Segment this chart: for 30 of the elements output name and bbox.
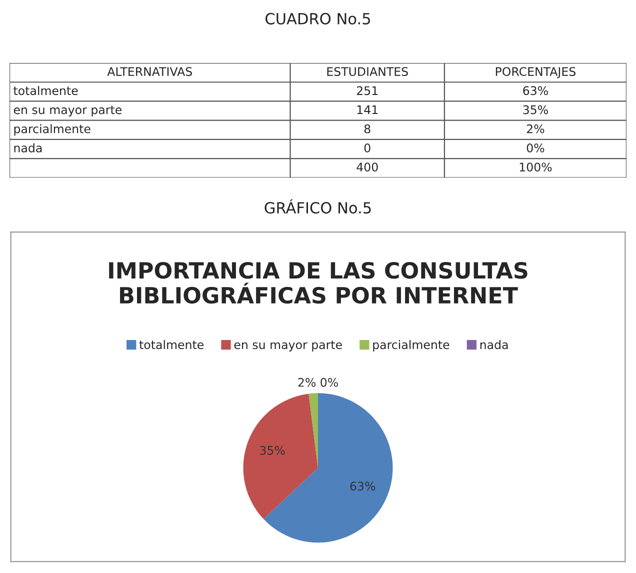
data-label: 63% (350, 482, 376, 491)
text: 400 (356, 162, 378, 172)
pie-slice (308, 393, 318, 468)
data-label: 35% (260, 446, 285, 455)
text: parcialmente (14, 124, 90, 136)
category-label: ESTUDIANTES (327, 67, 408, 76)
text: 0% (526, 143, 544, 152)
text: 0% (320, 378, 338, 387)
legend-label: nada (480, 340, 508, 350)
text: nada (14, 143, 42, 152)
text: 35% (523, 105, 548, 114)
legend-label: parcialmente (373, 340, 450, 352)
text: 251 (356, 86, 378, 96)
pie-slice (243, 394, 318, 520)
text: 141 (357, 105, 378, 114)
legend-label: totalmente (139, 340, 204, 350)
text: 2% (526, 124, 544, 134)
text: 100% (520, 162, 552, 172)
text: 63% (523, 86, 548, 96)
category-label: ALTERNATIVAS (107, 67, 192, 76)
text: en su mayor parte (14, 106, 122, 116)
text: CUADRO No.5 (266, 12, 370, 24)
category-label: PORCENTAJES (496, 67, 576, 78)
text: 8 (364, 124, 370, 134)
chart-title: IMPORTANCIA DE LAS CONSULTAS BIBLIOGRÁFICAS POR INTERNET (109, 262, 528, 304)
text: 0 (364, 143, 370, 152)
text: GRÁFICO No.5 (264, 199, 371, 214)
data-label: 2% (298, 378, 316, 387)
legend-label: en su mayor parte (234, 340, 342, 352)
text: totalmente (14, 86, 78, 96)
